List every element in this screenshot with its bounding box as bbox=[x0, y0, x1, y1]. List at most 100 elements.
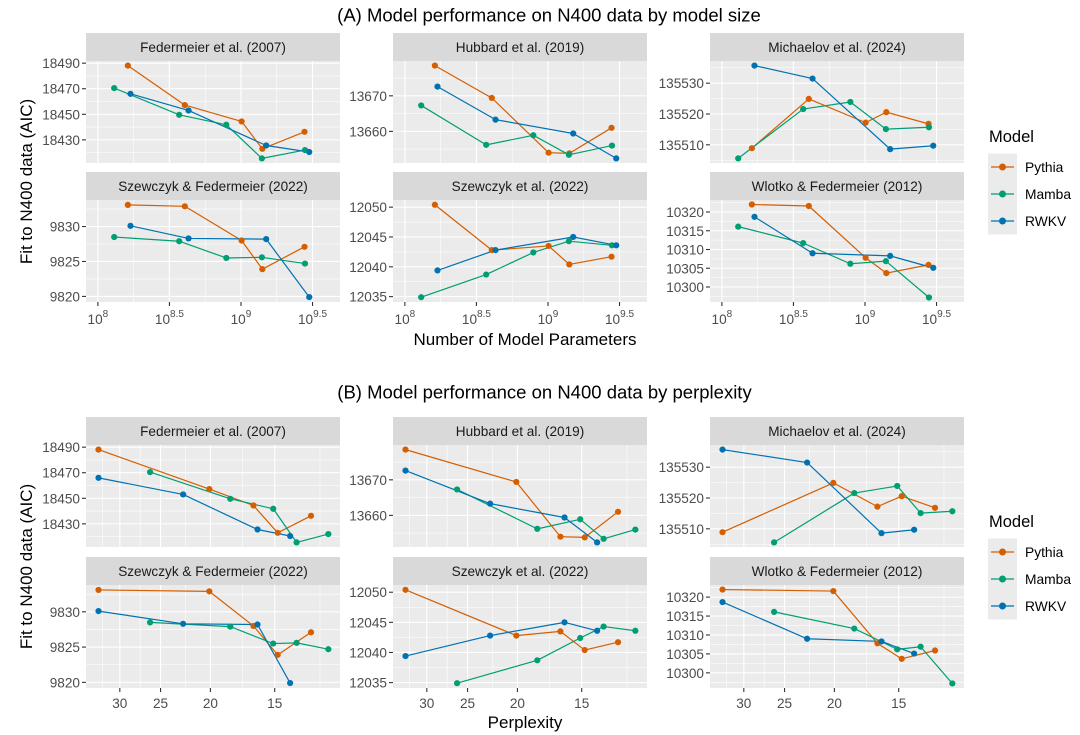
facet-strip-label: Szewczyk et al. (2022) bbox=[452, 179, 589, 194]
plot-background bbox=[710, 445, 964, 547]
facet-panels: Federmeier et al. (2007) 18430 18450 18470 1… bbox=[42, 33, 964, 711]
x-tick-label: 109 bbox=[231, 309, 252, 327]
y-tick-label: 9830 bbox=[50, 605, 81, 620]
data-point-mamba bbox=[608, 242, 616, 249]
chart-b-panels: Federmeier et al. (2007) 18430 18450 18470 1… bbox=[42, 417, 964, 711]
x-tick-label-exponent: 9.5 bbox=[313, 309, 327, 320]
data-point-pythia bbox=[238, 237, 245, 244]
y-tick-label: 18450 bbox=[42, 107, 80, 122]
chart-a-y-axis-title: Fit to N400 data (AIC) bbox=[17, 99, 36, 264]
data-point-rwkv bbox=[613, 155, 620, 162]
data-point-mamba bbox=[882, 126, 889, 133]
x-tick-label-base: 10 bbox=[88, 312, 104, 327]
data-point-mamba bbox=[847, 260, 854, 267]
legend-key-point-mamba bbox=[999, 575, 1006, 583]
data-point-rwkv bbox=[613, 242, 620, 249]
data-point-pythia bbox=[719, 529, 726, 536]
data-point-mamba bbox=[770, 608, 778, 615]
y-tick-label: 10305 bbox=[666, 647, 704, 662]
series-line-rwkv bbox=[405, 470, 598, 543]
y-tick-label: 10320 bbox=[666, 205, 704, 220]
data-point-pythia bbox=[874, 503, 881, 510]
panel-michaelov-et-al-2024: Michaelov et al. (2024) 135510 135520 13553… bbox=[659, 417, 964, 547]
data-point-rwkv bbox=[180, 620, 187, 627]
y-tick-label: 9825 bbox=[50, 640, 80, 655]
panel-wlotko-federmeier-2012: Wlotko & Federmeier (2012) 10300 10305 1031… bbox=[666, 172, 964, 327]
data-point-mamba bbox=[851, 489, 858, 497]
data-point-pythia bbox=[614, 508, 622, 515]
data-point-mamba bbox=[530, 132, 537, 139]
x-tick-label-base: 10 bbox=[231, 312, 247, 327]
data-point-mamba bbox=[600, 623, 607, 630]
x-tick-label-base: 10 bbox=[922, 312, 938, 327]
data-point-mamba bbox=[882, 258, 889, 265]
x-tick-label: 108.5 bbox=[462, 309, 491, 327]
facet-strip-label: Federmeier et al. (2007) bbox=[140, 40, 286, 55]
x-tick-label-base: 10 bbox=[712, 312, 728, 327]
data-point-rwkv bbox=[887, 146, 894, 153]
data-point-pythia bbox=[206, 486, 213, 493]
facet-strip bbox=[86, 417, 340, 445]
data-point-pythia bbox=[206, 588, 213, 595]
x-tick-label-exponent: 8.5 bbox=[170, 309, 184, 320]
facet-strip-label: Michaelov et al. (2024) bbox=[768, 40, 906, 55]
panel-szewczyk-et-al-2022: Szewczyk et al. (2022) 12035 12040 12045 120… bbox=[349, 557, 647, 711]
legend-key-point-rwkv bbox=[999, 217, 1006, 225]
data-point-rwkv bbox=[263, 236, 270, 243]
data-point-rwkv bbox=[492, 247, 499, 254]
data-point-mamba bbox=[111, 233, 118, 241]
plot-background bbox=[710, 61, 964, 163]
facet-strip-label: Hubbard et al. (2019) bbox=[456, 40, 584, 55]
data-point-rwkv bbox=[911, 650, 918, 657]
x-tick-label-base: 10 bbox=[605, 312, 621, 327]
x-tick-label: 15 bbox=[267, 696, 282, 711]
data-point-rwkv bbox=[287, 532, 294, 540]
data-point-pythia bbox=[307, 629, 315, 636]
y-tick-label: 10315 bbox=[666, 609, 704, 624]
data-point-mamba bbox=[577, 516, 584, 523]
data-point-rwkv bbox=[561, 514, 568, 521]
plot-background bbox=[710, 585, 964, 688]
facet-strip-label: Federmeier et al. (2007) bbox=[140, 424, 286, 439]
panel-michaelov-et-al-2024: Michaelov et al. (2024) 135510 135520 13553… bbox=[659, 33, 964, 163]
data-point-mamba bbox=[176, 111, 183, 118]
x-tick-label-base: 10 bbox=[538, 312, 554, 327]
series-line-rwkv bbox=[754, 216, 934, 269]
x-tick-label-exponent: 9 bbox=[553, 309, 559, 320]
data-point-mamba bbox=[632, 526, 639, 533]
data-point-mamba bbox=[735, 155, 742, 162]
data-point-mamba bbox=[800, 105, 807, 113]
y-tick-label: 18490 bbox=[42, 440, 80, 455]
y-tick-label: 135530 bbox=[659, 76, 705, 91]
chart-a-x-axis-title: Number of Model Parameters bbox=[414, 330, 637, 349]
data-point-pythia bbox=[181, 203, 188, 210]
chart-a-legend: Model Pythia Mamba RWKV bbox=[988, 128, 1071, 235]
data-point-pythia bbox=[830, 587, 837, 595]
facet-strip bbox=[710, 172, 964, 200]
data-point-rwkv bbox=[878, 638, 885, 645]
x-tick-label-base: 10 bbox=[462, 312, 478, 327]
data-point-rwkv bbox=[180, 491, 187, 498]
x-tick-label: 30 bbox=[736, 696, 752, 711]
data-point-rwkv bbox=[719, 598, 726, 606]
data-point-rwkv bbox=[254, 621, 261, 628]
data-point-pythia bbox=[898, 493, 905, 500]
y-tick-label: 135530 bbox=[659, 460, 705, 475]
data-point-mamba bbox=[301, 260, 309, 267]
data-point-pythia bbox=[431, 62, 438, 69]
facet-strip bbox=[710, 557, 964, 585]
data-point-rwkv bbox=[95, 474, 102, 481]
data-point-pythia bbox=[402, 446, 409, 453]
facet-strip bbox=[86, 33, 340, 61]
data-point-mamba bbox=[917, 509, 924, 517]
facet-strip bbox=[710, 33, 964, 61]
data-point-rwkv bbox=[594, 539, 601, 546]
data-point-rwkv bbox=[185, 107, 192, 114]
y-tick-label: 18430 bbox=[42, 133, 80, 148]
facet-strip bbox=[393, 417, 647, 445]
y-tick-label: 10305 bbox=[666, 261, 704, 276]
data-point-rwkv bbox=[402, 467, 409, 474]
data-point-pythia bbox=[883, 109, 890, 116]
y-tick-label: 13670 bbox=[349, 473, 387, 488]
